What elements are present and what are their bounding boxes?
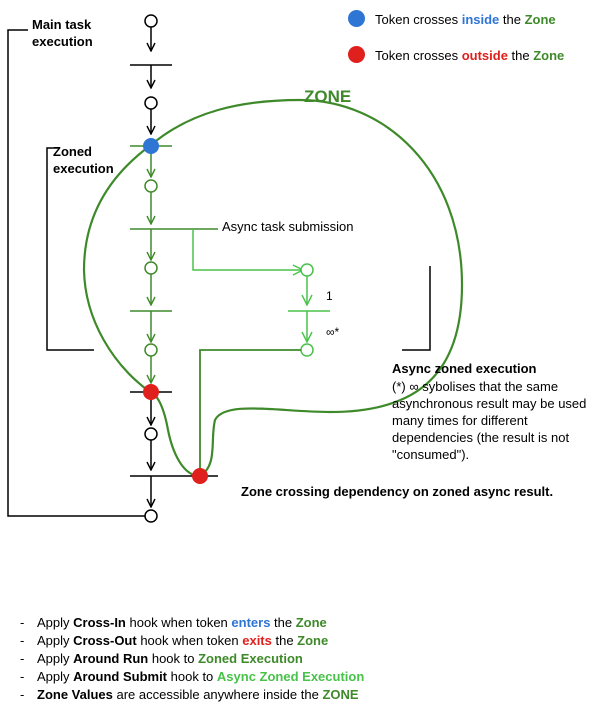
async-branch	[192, 229, 330, 357]
zone-title: ZONE	[304, 87, 352, 106]
node	[144, 96, 158, 110]
count-one-label: 1	[326, 289, 333, 303]
zoned-execution-bracket	[46, 147, 94, 351]
legend-dot-inside	[348, 10, 365, 27]
legend-inside: Token crosses inside the Zone	[375, 12, 556, 27]
token-cross-out-async	[192, 468, 208, 484]
async-submission-label: Async task submission	[222, 219, 354, 234]
list-item: Apply Cross-In hook when token enters th…	[20, 614, 364, 632]
legend-dot-outside	[348, 46, 365, 63]
token-cross-in	[143, 138, 159, 154]
legend-outside: Token crosses outside the Zone	[375, 48, 565, 63]
list-item: Apply Around Run hook to Zoned Execution	[20, 650, 364, 668]
node	[144, 427, 158, 441]
node	[144, 261, 158, 275]
list-item: Apply Cross-Out hook when token exits th…	[20, 632, 364, 650]
list-item: Zone Values are accessible anywhere insi…	[20, 686, 364, 704]
node	[300, 263, 314, 277]
zone-outline	[82, 98, 464, 478]
node	[144, 509, 158, 523]
token-cross-out	[143, 384, 159, 400]
node	[144, 343, 158, 357]
node	[144, 179, 158, 193]
zoned-flow	[130, 145, 218, 383]
main-task-bracket	[7, 29, 150, 517]
list-item: Apply Around Submit hook to Async Zoned …	[20, 668, 364, 686]
async-zoned-title: Async zoned execution	[392, 361, 537, 376]
node	[300, 343, 314, 357]
async-execution-bracket	[402, 266, 431, 351]
count-inf-label: ∞*	[326, 325, 340, 339]
node	[144, 14, 158, 28]
async-result-dependency	[199, 349, 301, 476]
rules-list: Apply Cross-In hook when token enters th…	[20, 614, 364, 704]
async-note: (*) ∞ sybolises that the same asynchrono…	[392, 379, 587, 462]
crossing-dependency-label: Zone crossing dependency on zoned async …	[241, 484, 554, 499]
main-flow-bottom	[130, 391, 218, 523]
zoned-execution-label: Zoned execution	[53, 144, 114, 176]
main-flow-top	[130, 14, 172, 134]
main-task-label: Main task execution	[32, 17, 93, 49]
